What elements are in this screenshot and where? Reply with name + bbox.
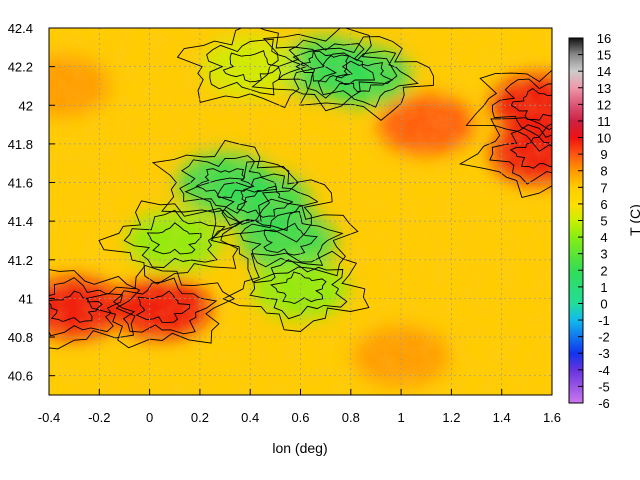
colorbar-tick-label: -3 bbox=[598, 346, 610, 361]
contour-line bbox=[222, 250, 370, 332]
contour-line bbox=[210, 198, 359, 283]
contour-line bbox=[184, 160, 333, 243]
y-tick-label: 40.8 bbox=[8, 330, 33, 345]
y-tick-label: 41.8 bbox=[8, 137, 33, 152]
colorbar-tick-label: 5 bbox=[600, 214, 607, 229]
colorbar-tick-label: -2 bbox=[598, 330, 610, 345]
contour-line bbox=[206, 38, 307, 96]
x-tick-label: 1.4 bbox=[493, 410, 511, 425]
colorbar-tick-label: 6 bbox=[600, 197, 607, 212]
y-axis-ticks: 40.6 40.8 41 41.2 41.4 41.6 41.8 42 42.2 42.4 bbox=[8, 21, 55, 384]
contour-line bbox=[489, 124, 552, 185]
colorbar-tick-label: 12 bbox=[597, 97, 611, 112]
contour-line bbox=[222, 50, 280, 83]
x-tick-label: -0.4 bbox=[38, 410, 60, 425]
x-tick-label: 1.6 bbox=[543, 410, 561, 425]
colorbar-tick-label: 1 bbox=[600, 280, 607, 295]
contour-line bbox=[86, 264, 236, 349]
x-tick-label: 1.2 bbox=[442, 410, 460, 425]
colorbar-tick-label: 11 bbox=[597, 114, 611, 129]
x-tick-label: 0.4 bbox=[241, 410, 259, 425]
contour-line bbox=[249, 258, 348, 320]
contour-line bbox=[270, 271, 327, 304]
y-tick-label: 42.4 bbox=[8, 21, 33, 36]
contour-line bbox=[317, 50, 419, 108]
y-tick-label: 41.2 bbox=[8, 253, 33, 268]
contour-line bbox=[176, 28, 325, 109]
x-axis-ticks: -0.4 -0.2 0 0.2 0.4 0.6 0.8 1 1.2 1.4 1.6 bbox=[38, 389, 561, 425]
colorbar-tick-label: 4 bbox=[600, 230, 607, 245]
contour-line bbox=[135, 290, 191, 323]
colorbar-tick-label: 16 bbox=[597, 31, 611, 46]
y-tick-label: 40.6 bbox=[8, 369, 33, 384]
contour-line bbox=[239, 210, 344, 268]
x-axis-title: lon (deg) bbox=[272, 440, 327, 456]
contour-line bbox=[295, 50, 353, 83]
y-tick-label: 41.6 bbox=[8, 176, 33, 191]
contour-line bbox=[49, 277, 123, 337]
contour-line bbox=[510, 88, 552, 121]
x-tick-label: 1 bbox=[397, 410, 404, 425]
y-tick-label: 41 bbox=[19, 291, 33, 306]
contour-line bbox=[112, 277, 218, 335]
x-tick-label: 0.8 bbox=[342, 410, 360, 425]
x-tick-label: -0.2 bbox=[88, 410, 110, 425]
colorbar-tick-label: 9 bbox=[600, 147, 607, 162]
contour-line bbox=[151, 139, 299, 225]
heatmap-plot-area bbox=[49, 28, 552, 395]
y-tick-label: 42 bbox=[19, 98, 33, 113]
contour-line bbox=[236, 185, 293, 218]
x-tick-label: 0.2 bbox=[191, 410, 209, 425]
contour-line bbox=[335, 60, 394, 93]
contour-line bbox=[292, 36, 435, 121]
colorbar-tick-label: 0 bbox=[600, 296, 607, 311]
contour-line bbox=[195, 168, 255, 199]
colorbar-tick-label: 15 bbox=[597, 48, 611, 63]
colorbar-tick-label: 2 bbox=[600, 263, 607, 278]
contour-line bbox=[263, 222, 318, 256]
grid-lines bbox=[49, 28, 552, 395]
contour-line bbox=[146, 222, 202, 255]
contour-line bbox=[49, 290, 103, 323]
colorbar-label: T (C) bbox=[627, 204, 640, 236]
colorbar-tick-label: -4 bbox=[598, 363, 610, 378]
colorbar-tick-label: 13 bbox=[597, 81, 611, 96]
colorbar-tick-label: -1 bbox=[598, 313, 610, 328]
contour-line bbox=[458, 117, 552, 198]
x-tick-label: 0 bbox=[146, 410, 153, 425]
colorbar-tick-label: 8 bbox=[600, 164, 607, 179]
colorbar-tick-label: -6 bbox=[598, 396, 610, 411]
colorbar-tick-label: 14 bbox=[597, 64, 611, 79]
contour-line bbox=[49, 269, 141, 350]
contour-line bbox=[123, 209, 226, 268]
contour-line bbox=[491, 78, 552, 138]
colorbar-tick-label: -5 bbox=[598, 379, 610, 394]
y-tick-label: 41.4 bbox=[8, 214, 33, 229]
x-tick-label: 0.6 bbox=[291, 410, 309, 425]
colorbar-tick-label: 3 bbox=[600, 247, 607, 262]
y-tick-label: 42.2 bbox=[8, 60, 33, 75]
colorbar-tick-label: 10 bbox=[597, 131, 611, 146]
colorbar-tick-label: 7 bbox=[600, 180, 607, 195]
